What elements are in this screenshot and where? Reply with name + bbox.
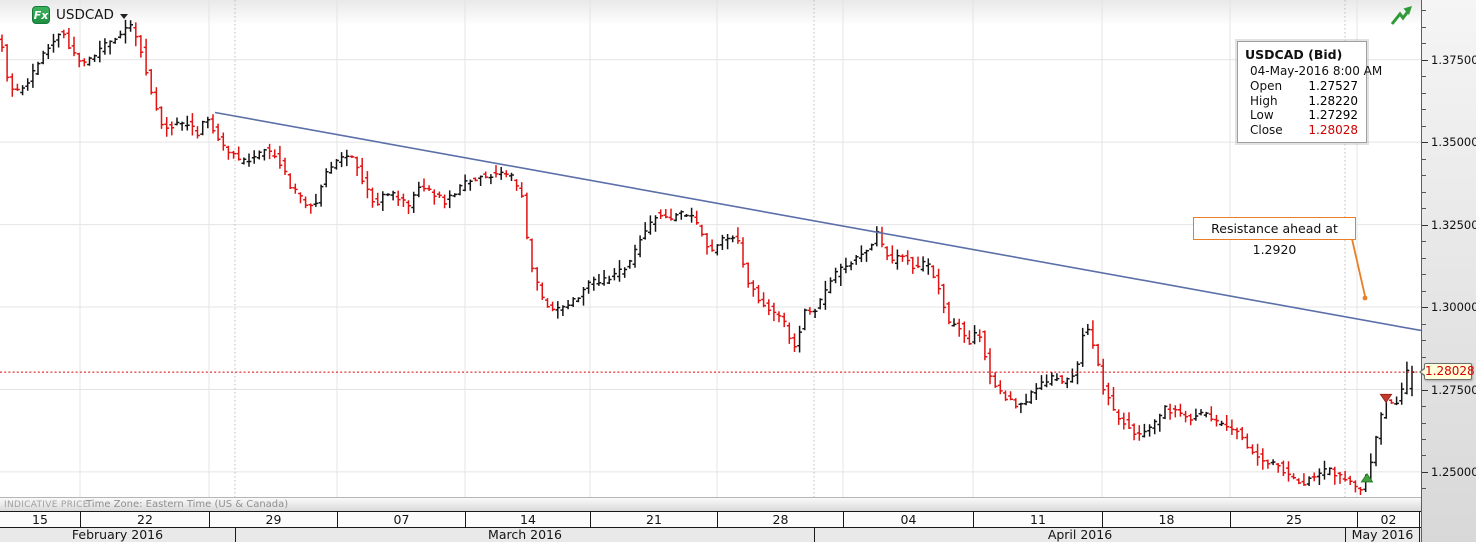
timezone-label: Time Zone: Eastern Time (US & Canada) xyxy=(86,499,289,510)
week-cell: 28 xyxy=(717,512,843,527)
month-cell: May 2016 xyxy=(1345,528,1420,542)
plot-top-gradient xyxy=(0,0,1421,26)
week-cell: 14 xyxy=(465,512,590,527)
resistance-trendline xyxy=(214,111,1421,332)
minor-tick xyxy=(1422,76,1426,78)
annotation-arrow xyxy=(1351,238,1366,297)
price-tick-label: 1.27500 xyxy=(1431,382,1476,397)
tooltip-datetime: 04-May-2016 8:00 AM xyxy=(1250,64,1383,78)
tooltip-row: High 1.28220 xyxy=(1238,94,1366,109)
chevron-down-icon xyxy=(119,13,128,19)
price-tick-label: 1.25000 xyxy=(1431,464,1476,479)
week-cell: 29 xyxy=(209,512,337,527)
tooltip-row-value: 1.28028 xyxy=(1308,122,1358,137)
week-cell: 15 xyxy=(32,512,48,527)
minor-tick xyxy=(1422,92,1426,94)
minor-tick xyxy=(1422,208,1426,210)
minor-tick xyxy=(1422,257,1426,259)
tooltip-row-label: Low xyxy=(1250,108,1274,122)
trend-arrow-icon[interactable] xyxy=(1389,4,1415,28)
major-tick xyxy=(1422,142,1428,144)
major-tick xyxy=(1422,389,1428,391)
minor-tick xyxy=(1422,422,1426,424)
tooltip-row-value: 1.27527 xyxy=(1308,79,1358,93)
minor-tick xyxy=(1422,323,1426,325)
minor-tick xyxy=(1422,455,1426,457)
tooltip-row: Open 1.27527 xyxy=(1238,79,1366,94)
chart-canvas xyxy=(0,0,1421,497)
indicative-price-label: INDICATIVE PRICE xyxy=(4,500,89,510)
major-tick xyxy=(1422,59,1428,61)
tooltip-row-label: Open xyxy=(1250,79,1283,93)
footer-bar: INDICATIVE PRICE Time Zone: Eastern Time… xyxy=(0,497,1421,511)
current-price-label: 1.28028 xyxy=(1419,363,1475,381)
tooltip-title: USDCAD (Bid) xyxy=(1245,47,1343,62)
tooltip-row-label: Close xyxy=(1250,122,1283,137)
price-axis[interactable]: 1.28028 1.25000 1.27500 1.30000 1.32500 1.35… xyxy=(1419,0,1476,542)
minor-tick xyxy=(1422,274,1426,276)
minor-tick xyxy=(1422,488,1426,490)
week-cell: 11 xyxy=(973,512,1102,527)
ohlc-tooltip: USDCAD (Bid) 04-May-2016 8:00 AM Open 1.2… xyxy=(1237,41,1383,143)
minor-tick xyxy=(1422,340,1426,341)
minor-tick xyxy=(1422,356,1426,358)
month-cell: March 2016 xyxy=(235,528,814,542)
tooltip-row: Close 1.28028 xyxy=(1238,123,1366,138)
price-tick-label: 1.37500 xyxy=(1431,52,1476,67)
minor-tick xyxy=(1422,241,1426,243)
minor-tick xyxy=(1422,191,1426,193)
time-axis-weeks[interactable]: 15 22 29 07 14 21 28 04 11 18 25 02 xyxy=(0,511,1421,528)
minor-tick xyxy=(1422,125,1426,127)
buy-marker-icon xyxy=(1360,472,1374,483)
chart-plot-area[interactable]: Fx USDCAD USDCAD (Bid) 04-May-2016 8:00 … xyxy=(0,0,1421,497)
tooltip-row: Low 1.27292 xyxy=(1238,108,1366,123)
week-cell: 22 xyxy=(80,512,209,527)
week-cell: 04 xyxy=(843,512,973,527)
sell-marker-icon xyxy=(1379,393,1393,404)
symbol-selector[interactable]: Fx USDCAD xyxy=(32,6,128,24)
minor-tick xyxy=(1422,109,1426,111)
fx-icon: Fx xyxy=(32,6,50,24)
ohlc-bars-down xyxy=(0,22,1394,495)
symbol-label: USDCAD xyxy=(56,7,114,23)
major-tick xyxy=(1422,307,1428,308)
price-tick-label: 1.35000 xyxy=(1431,135,1476,150)
price-tick-label: 1.32500 xyxy=(1431,217,1476,232)
month-cell: April 2016 xyxy=(814,528,1345,542)
time-axis-months[interactable]: February 2016 March 2016 April 2016 May 201… xyxy=(0,528,1421,542)
price-tick-label: 1.30000 xyxy=(1431,300,1476,314)
major-tick xyxy=(1422,471,1428,473)
minor-tick xyxy=(1422,290,1426,292)
minor-tick xyxy=(1422,43,1426,45)
month-cell: February 2016 xyxy=(71,528,164,542)
tooltip-row-value: 1.27292 xyxy=(1308,108,1358,122)
week-cell: 25 xyxy=(1230,512,1357,527)
tooltip-row-label: High xyxy=(1250,93,1278,108)
minor-tick xyxy=(1422,158,1426,160)
minor-tick xyxy=(1422,439,1426,440)
minor-tick xyxy=(1422,10,1426,12)
week-cell: 07 xyxy=(337,512,465,527)
week-cell: 02 xyxy=(1357,512,1420,527)
ohlc-bars-up xyxy=(20,19,1415,492)
major-tick xyxy=(1422,224,1428,226)
tooltip-row-value: 1.28220 xyxy=(1308,93,1358,108)
minor-tick xyxy=(1422,175,1426,177)
week-cell: 21 xyxy=(590,512,717,527)
week-cell: 18 xyxy=(1102,512,1230,527)
minor-tick xyxy=(1422,26,1426,28)
minor-tick xyxy=(1422,406,1426,407)
annotation-note[interactable]: Resistance ahead at 1.2920 xyxy=(1193,217,1356,257)
annotation-arrow-dot xyxy=(1362,295,1368,301)
